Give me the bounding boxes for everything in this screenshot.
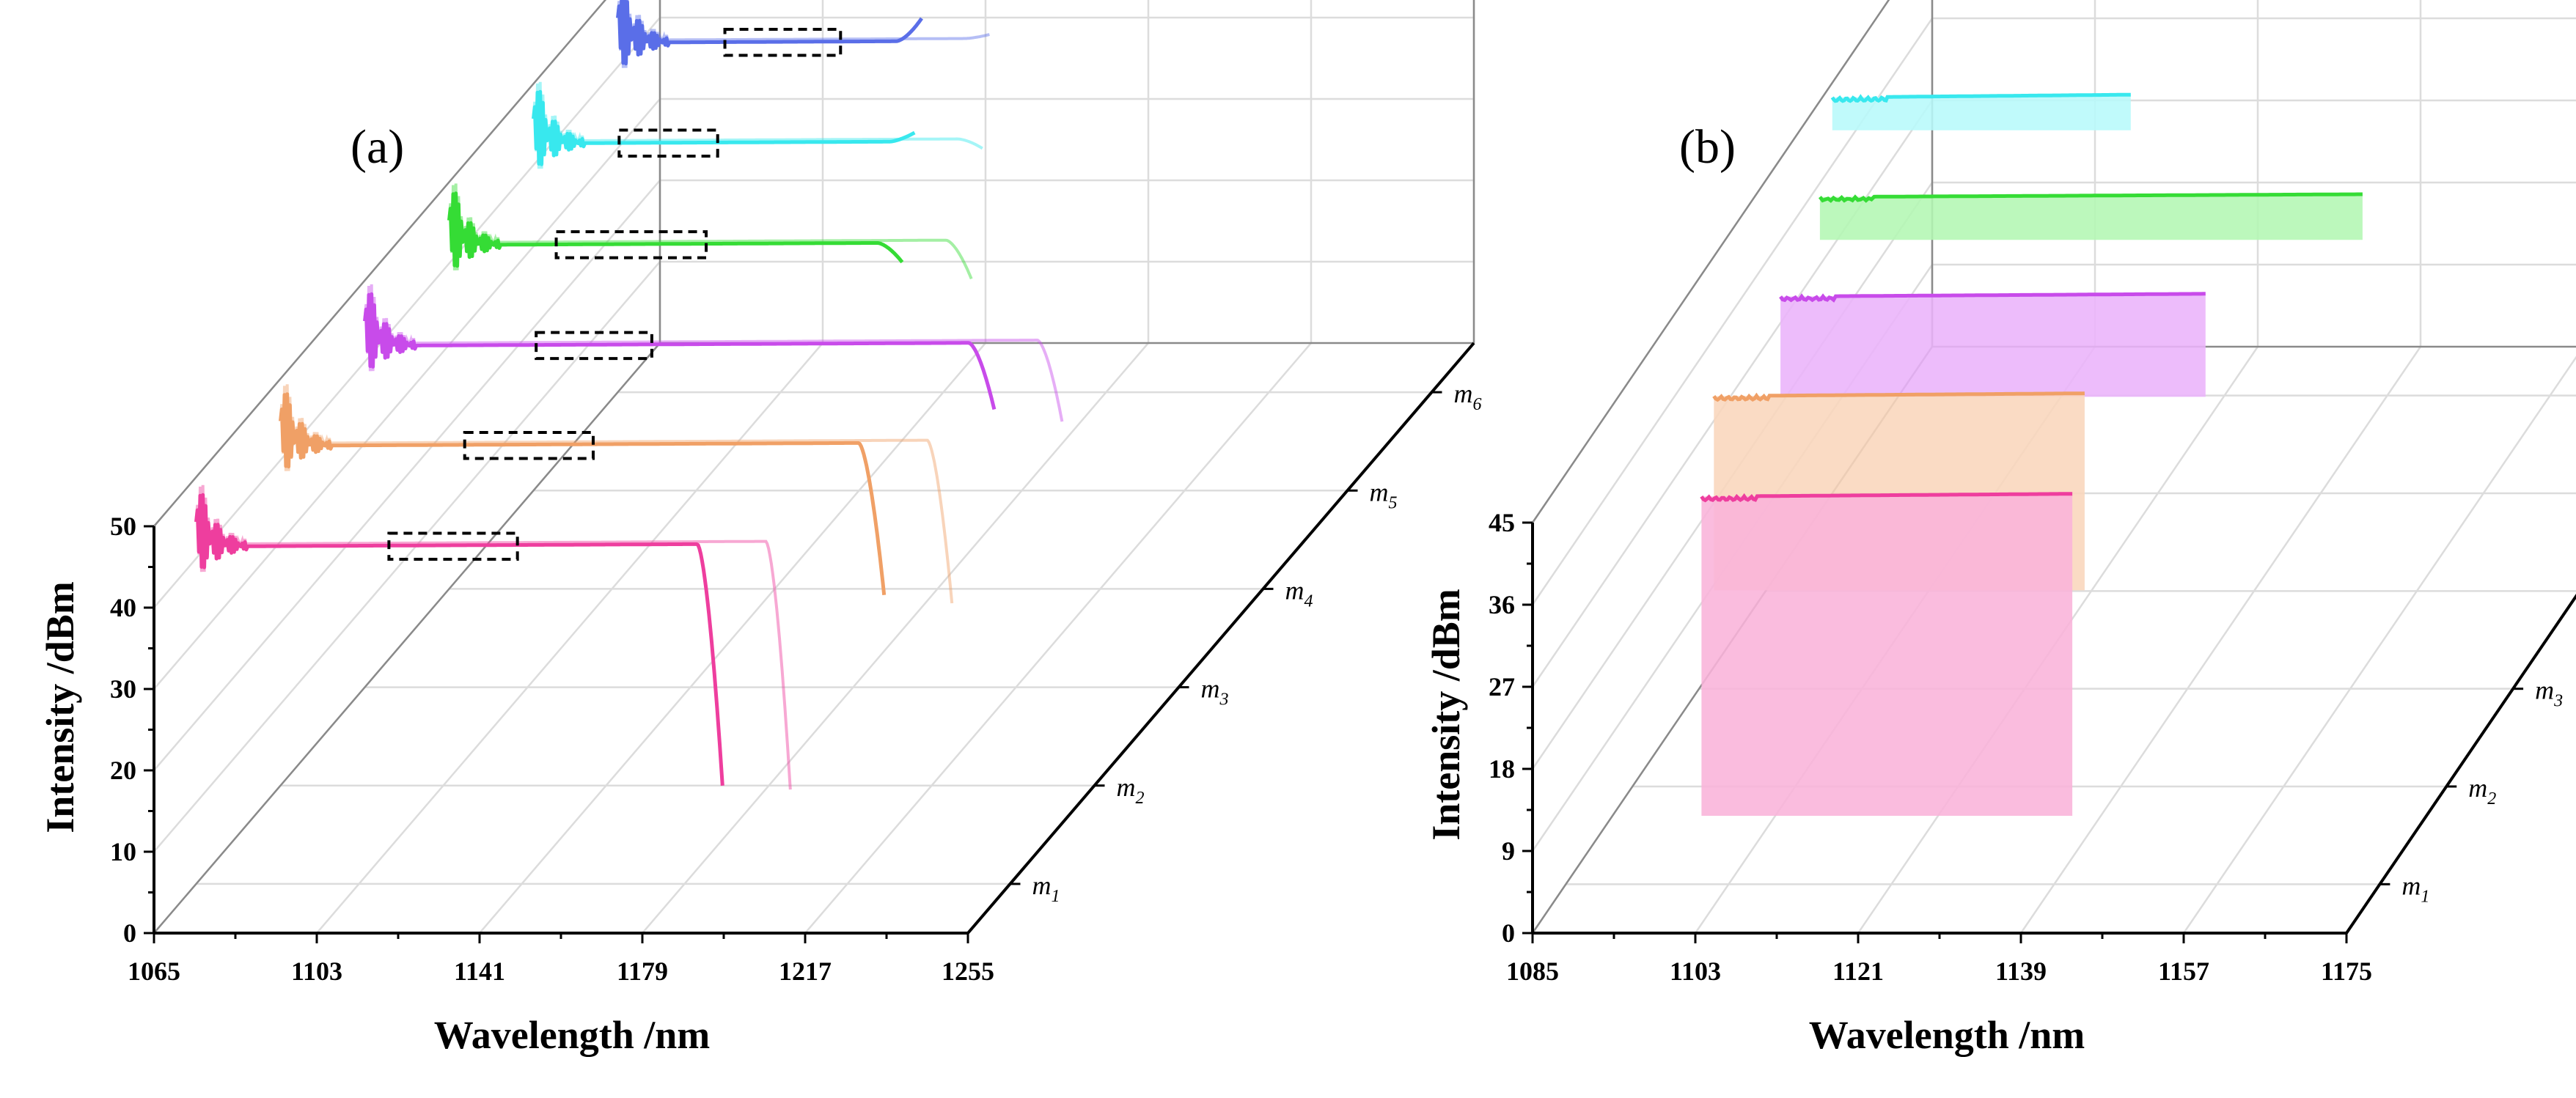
panel-b-axes bbox=[1522, 521, 2576, 943]
panel-b-xlabel: Wavelength /nm bbox=[1809, 1013, 2085, 1057]
panel-b-tick-labels: 1085 1103 1121 1139 1157 1175 0 9 18 27 36 45 m1 m2 m3… bbox=[1489, 508, 2563, 986]
panel-a-ylabel: Intensity /dBm bbox=[38, 581, 82, 833]
panel-a-label: (a) bbox=[351, 120, 404, 174]
x-tick-label: 1085 bbox=[1506, 957, 1559, 986]
y-tick-label: 0 bbox=[1502, 918, 1515, 948]
y-tick-label: 10 bbox=[110, 837, 136, 866]
y-tick-label: 36 bbox=[1489, 590, 1515, 619]
series-area bbox=[1780, 293, 2206, 397]
frame-line bbox=[153, 0, 607, 527]
highlight-box bbox=[387, 531, 519, 561]
series-area bbox=[1701, 493, 2073, 816]
grid-line bbox=[153, 16, 1474, 608]
x-tick-label: 1141 bbox=[454, 957, 505, 986]
panel-b-ylabel: Intensity /dBm bbox=[1424, 589, 1468, 841]
panel-a-series bbox=[194, 0, 1064, 790]
series-faded-line bbox=[532, 81, 983, 169]
series-line bbox=[616, 0, 923, 66]
frame-line bbox=[153, 342, 661, 934]
series-line bbox=[532, 89, 916, 166]
series-m6 bbox=[616, 0, 990, 68]
grid-line bbox=[153, 97, 1474, 690]
series-m5 bbox=[1830, 92, 2131, 130]
y-tick-label: 0 bbox=[123, 918, 136, 948]
depth-tick-label: m1 bbox=[2401, 871, 2429, 906]
series-faded-line bbox=[279, 384, 954, 604]
series-line bbox=[194, 493, 724, 786]
y-tick-label: 40 bbox=[110, 593, 136, 622]
grid-line bbox=[153, 179, 1474, 771]
series-line bbox=[1830, 92, 2131, 103]
x-tick-label: 1065 bbox=[128, 957, 180, 986]
y-tick-label: 45 bbox=[1489, 508, 1515, 537]
series-m4 bbox=[447, 183, 973, 280]
depth-tick-label: m2 bbox=[2468, 773, 2496, 808]
highlight-box bbox=[463, 431, 595, 460]
series-line bbox=[1700, 492, 2073, 503]
x-tick-label: 1175 bbox=[2321, 957, 2372, 986]
panel-a-xlabel: Wavelength /nm bbox=[434, 1013, 711, 1057]
y-tick-label: 9 bbox=[1502, 836, 1515, 866]
series-m3 bbox=[1779, 292, 2206, 397]
panel-b-label: (b) bbox=[1679, 120, 1736, 174]
x-tick-label: 1179 bbox=[617, 957, 668, 986]
y-tick-label: 20 bbox=[110, 756, 136, 785]
x-tick-label: 1255 bbox=[942, 957, 994, 986]
series-faded-line bbox=[363, 284, 1064, 422]
x-tick-label: 1139 bbox=[1995, 957, 2047, 986]
panel-a-axes bbox=[144, 342, 1475, 943]
series-m4 bbox=[1818, 192, 2363, 240]
panel-b: (b) 1085 1103 1121 1139 1157 1175 0 9 18 27 36 45 m1… bbox=[1424, 0, 2576, 1057]
panel-b-series bbox=[1700, 92, 2363, 816]
x-tick-label: 1103 bbox=[291, 957, 342, 986]
highlight-box bbox=[535, 331, 653, 361]
x-tick-label: 1103 bbox=[1670, 957, 1721, 986]
panel-a-tick-labels: 1065 1103 1141 1179 1217 1255 0 10 20 30 40 50 m1 m2 m… bbox=[110, 379, 1482, 986]
x-tick-label: 1121 bbox=[1832, 957, 1884, 986]
depth-tick-label: m1 bbox=[1032, 871, 1060, 906]
depth-tick-label: m4 bbox=[1285, 575, 1313, 611]
frame-line bbox=[1531, 0, 1890, 523]
depth-tick-label: m2 bbox=[1117, 773, 1145, 808]
highlight-box bbox=[617, 128, 719, 158]
series-m1 bbox=[194, 484, 792, 790]
series-faded-line bbox=[447, 183, 973, 280]
y-tick-label: 18 bbox=[1489, 754, 1515, 784]
y-tick-label: 50 bbox=[110, 512, 136, 541]
series-m2 bbox=[279, 384, 954, 604]
panel-a-highlight-boxes bbox=[387, 28, 843, 561]
series-m1 bbox=[1700, 492, 2073, 816]
series-m3 bbox=[363, 284, 1064, 422]
series-m5 bbox=[532, 81, 983, 169]
panel-a: (a) 1065 1103 1141 1179 1217 1255 0 10 20 30 40 50 m… bbox=[38, 0, 1482, 1057]
grid-line bbox=[2182, 355, 2576, 934]
depth-tick-label: m3 bbox=[2535, 676, 2563, 711]
series-line bbox=[447, 191, 904, 268]
y-tick-label: 30 bbox=[110, 674, 136, 704]
depth-axis bbox=[2345, 593, 2576, 935]
highlight-box bbox=[554, 230, 708, 259]
x-tick-label: 1217 bbox=[779, 957, 832, 986]
series-line bbox=[1818, 192, 2363, 203]
series-area bbox=[1832, 95, 2131, 130]
series-faded-line bbox=[194, 484, 792, 790]
grid-line bbox=[153, 260, 1474, 852]
series-line bbox=[363, 292, 997, 410]
grid-line bbox=[2345, 594, 2576, 934]
series-area bbox=[1819, 194, 2363, 240]
grid-line bbox=[967, 0, 1475, 934]
grid-line bbox=[153, 0, 607, 527]
depth-axis bbox=[966, 342, 1475, 935]
series-line bbox=[1712, 391, 2085, 402]
depth-tick-label: m3 bbox=[1201, 674, 1229, 710]
depth-tick-label: m5 bbox=[1370, 477, 1398, 512]
series-line bbox=[279, 392, 887, 596]
x-tick-label: 1157 bbox=[2158, 957, 2209, 986]
y-tick-label: 27 bbox=[1489, 672, 1515, 701]
series-faded-line bbox=[616, 0, 990, 68]
series-line bbox=[1779, 292, 2206, 303]
depth-tick-label: m6 bbox=[1454, 379, 1482, 414]
highlight-box bbox=[723, 28, 843, 57]
